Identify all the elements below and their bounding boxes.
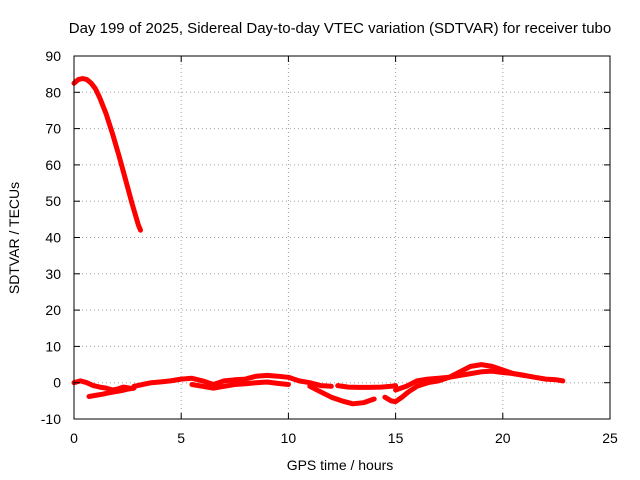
series-low-f xyxy=(335,383,399,390)
x-tick-label: 25 xyxy=(602,430,618,446)
x-axis-ticks: 0 5 10 15 20 25 xyxy=(70,56,618,446)
grid xyxy=(74,56,610,419)
x-tick-label: 10 xyxy=(281,430,297,446)
chart-title: Day 199 of 2025, Sidereal Day-to-day VTE… xyxy=(69,20,611,37)
x-axis-label: GPS time / hours xyxy=(287,457,394,473)
y-tick-label: 90 xyxy=(45,48,61,64)
y-tick-label: 80 xyxy=(45,84,61,100)
y-tick-label: 0 xyxy=(53,375,61,391)
series-low-c xyxy=(131,372,334,389)
series-low-d xyxy=(189,379,291,391)
x-tick-label: 0 xyxy=(70,430,78,446)
y-tick-label: 40 xyxy=(45,230,61,246)
x-tick-label: 5 xyxy=(177,430,185,446)
series-low-h xyxy=(393,368,527,393)
series-layer xyxy=(71,76,566,407)
y-tick-label: 20 xyxy=(45,302,61,318)
x-tick-label: 15 xyxy=(388,430,404,446)
series-low-a xyxy=(71,378,133,393)
y-axis-label: SDTVAR / TECUs xyxy=(6,182,22,294)
series-low-e xyxy=(307,383,377,407)
x-tick-label: 20 xyxy=(495,430,511,446)
series-low-b xyxy=(86,385,137,399)
y-tick-label: 30 xyxy=(45,266,61,282)
series-high-arc xyxy=(71,76,143,233)
y-tick-label: -10 xyxy=(41,411,61,427)
y-tick-label: 70 xyxy=(45,121,61,137)
y-axis-ticks: -10 0 10 20 30 40 50 60 70 80 90 xyxy=(41,48,610,427)
y-tick-label: 10 xyxy=(45,338,61,354)
y-tick-label: 60 xyxy=(45,157,61,173)
y-tick-label: 50 xyxy=(45,193,61,209)
series-low-g xyxy=(382,362,566,405)
